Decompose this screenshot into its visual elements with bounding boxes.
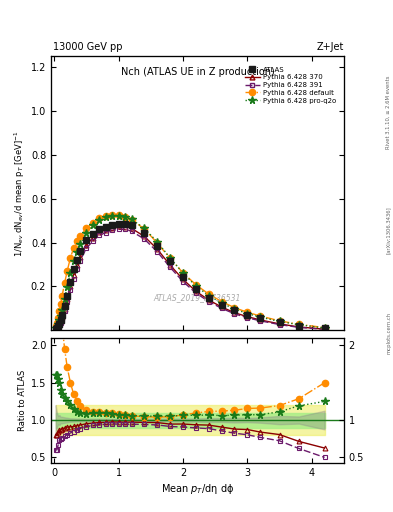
Text: Nch (ATLAS UE in Z production): Nch (ATLAS UE in Z production) <box>121 67 274 77</box>
Legend: ATLAS, Pythia 6.428 370, Pythia 6.428 391, Pythia 6.428 default, Pythia 6.428 pr: ATLAS, Pythia 6.428 370, Pythia 6.428 39… <box>243 65 338 105</box>
Y-axis label: Ratio to ATLAS: Ratio to ATLAS <box>18 370 27 431</box>
Text: Rivet 3.1.10, ≥ 2.6M events: Rivet 3.1.10, ≥ 2.6M events <box>386 76 391 150</box>
Text: [arXiv:1306.3436]: [arXiv:1306.3436] <box>386 206 391 254</box>
Y-axis label: 1/N$_{ev}$ dN$_{ev}$/d mean p$_{T}$ [GeV]$^{-1}$: 1/N$_{ev}$ dN$_{ev}$/d mean p$_{T}$ [GeV… <box>12 130 27 257</box>
Text: ATLAS_2019_I1736531: ATLAS_2019_I1736531 <box>154 293 241 302</box>
Text: Z+Jet: Z+Jet <box>316 42 344 52</box>
X-axis label: Mean $p_{T}$/dη dϕ: Mean $p_{T}$/dη dϕ <box>161 482 234 497</box>
Text: 13000 GeV pp: 13000 GeV pp <box>53 42 123 52</box>
Text: mcplots.cern.ch: mcplots.cern.ch <box>386 312 391 354</box>
